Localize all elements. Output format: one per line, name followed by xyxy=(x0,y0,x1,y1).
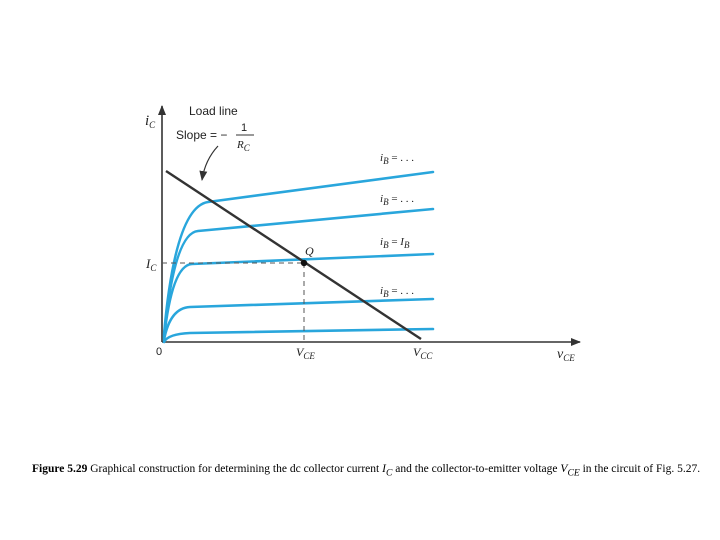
curve-ib-5 xyxy=(162,327,435,344)
slope-numerator: 1 xyxy=(241,122,247,134)
x-axis-label: vCE xyxy=(557,347,575,363)
curve-label-2: iB = . . . xyxy=(380,193,414,207)
curve-ib-3 xyxy=(162,252,435,340)
q-label: Q xyxy=(305,244,314,258)
slope-denominator: RC xyxy=(236,139,251,153)
caption-text-a: Graphical construction for determining t… xyxy=(87,463,383,475)
caption-vce: VCE xyxy=(560,463,580,479)
load-line-title: Load line xyxy=(189,104,238,118)
slope-label: Slope = − xyxy=(176,128,227,142)
caption-ic: IC xyxy=(382,463,393,479)
vcc-tick-label: VCC xyxy=(413,345,433,361)
curve-label-3: iB = IB xyxy=(380,236,410,250)
load-line xyxy=(165,169,422,341)
origin-label: 0 xyxy=(156,346,162,358)
curve-label-1: iB = . . . xyxy=(380,152,414,166)
caption-text-c: in the circuit of Fig. 5.27. xyxy=(579,463,701,475)
curve-ib-4 xyxy=(162,297,435,342)
figure-number: Figure 5.29 xyxy=(32,463,88,475)
caption-text-b: and the collector-to-emitter voltage xyxy=(392,463,561,475)
curve-label-4: iB = . . . xyxy=(380,285,414,299)
y-axis-label: iC xyxy=(145,113,156,130)
figure-caption: Figure 5.29 Graphical construction for d… xyxy=(32,463,712,478)
annotation-arrow xyxy=(199,145,219,181)
curve-ib-2 xyxy=(162,207,435,339)
ic-tick-label: IC xyxy=(145,256,157,273)
characteristic-curves xyxy=(162,170,435,344)
vce-tick-label: VCE xyxy=(296,345,315,361)
q-point-projections xyxy=(162,262,305,342)
q-point xyxy=(300,259,308,267)
